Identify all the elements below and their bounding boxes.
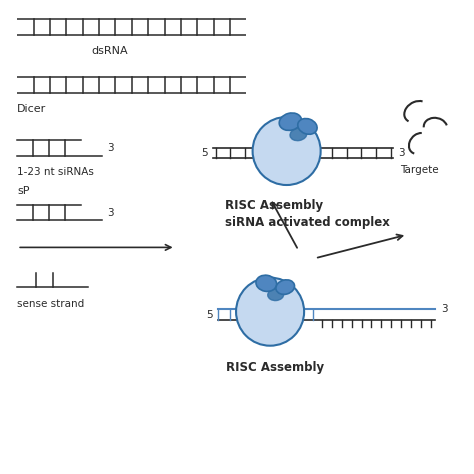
Text: 5: 5 xyxy=(206,310,212,319)
Ellipse shape xyxy=(276,280,294,294)
Text: sense strand: sense strand xyxy=(17,300,84,310)
Text: dsRNA: dsRNA xyxy=(91,46,128,55)
Text: Dicer: Dicer xyxy=(17,104,46,114)
Text: sP: sP xyxy=(17,186,30,196)
Ellipse shape xyxy=(256,275,277,292)
Text: siRNA activated complex: siRNA activated complex xyxy=(225,216,390,229)
Ellipse shape xyxy=(290,128,307,141)
Text: 3: 3 xyxy=(107,208,114,218)
Text: 3: 3 xyxy=(399,148,405,158)
Text: 5: 5 xyxy=(201,148,208,158)
Text: RISC Assembly: RISC Assembly xyxy=(225,199,323,212)
Ellipse shape xyxy=(279,113,301,130)
Circle shape xyxy=(253,117,320,185)
Circle shape xyxy=(236,278,304,346)
Text: 3: 3 xyxy=(441,304,448,314)
Text: 1-23 nt siRNAs: 1-23 nt siRNAs xyxy=(17,167,94,177)
Ellipse shape xyxy=(268,289,284,301)
Text: 3: 3 xyxy=(107,143,114,153)
Text: Targete: Targete xyxy=(400,165,438,175)
Text: RISC Assembly: RISC Assembly xyxy=(226,361,324,374)
Ellipse shape xyxy=(298,118,317,134)
